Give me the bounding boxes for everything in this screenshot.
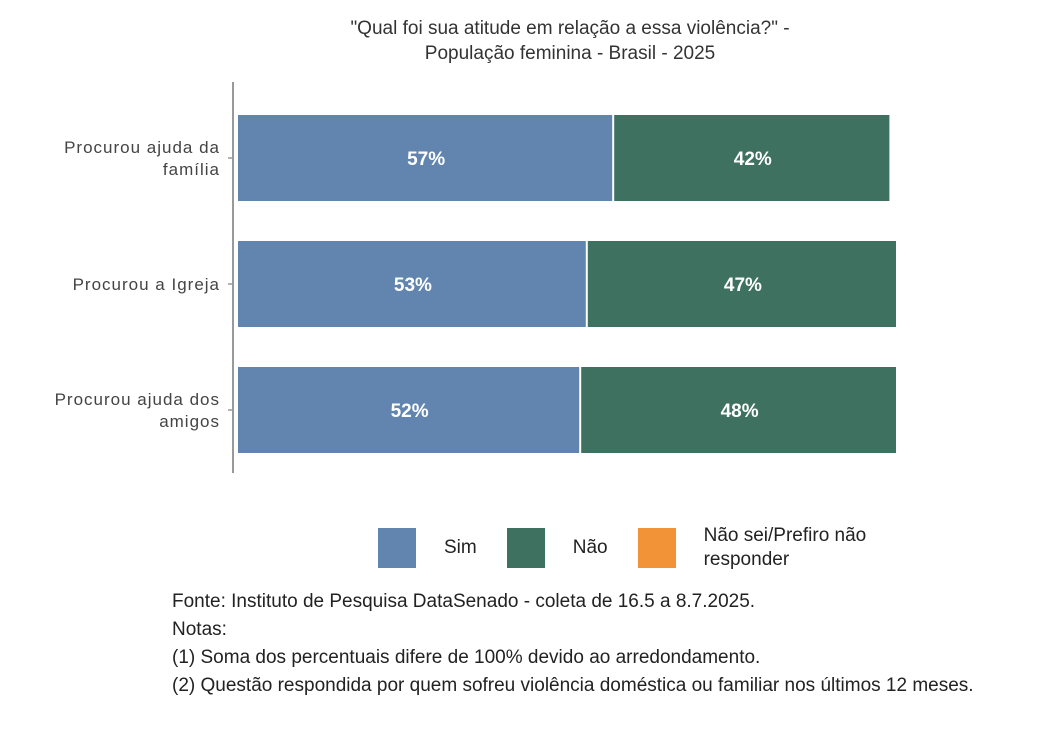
legend-label-nao: Não (572, 537, 608, 558)
source-notes: Fonte: Instituto de Pesquisa DataSenado … (172, 588, 992, 700)
data-label: 52% (391, 401, 429, 422)
data-label: 53% (394, 275, 432, 296)
source-text: Fonte: Instituto de Pesquisa DataSenado … (172, 591, 756, 612)
legend-swatch-sim (378, 528, 416, 568)
legend-label-nao-sei: Não sei/Prefiro não responder (703, 525, 867, 570)
category-label: Procurou a Igreja (73, 275, 220, 294)
data-label: 48% (721, 401, 759, 422)
legend-swatch-nao (506, 528, 545, 568)
legend-item-nao-sei: Não sei/Prefiro não responder (637, 524, 874, 572)
note-2: (2) Questão respondida por quem sofreu v… (172, 675, 974, 696)
data-label: 47% (724, 275, 762, 296)
notes-heading: Notas: (172, 619, 227, 640)
category-label: Procurou ajuda da (64, 138, 220, 157)
legend-item-sim: Sim (378, 528, 477, 568)
category-label: amigos (159, 412, 220, 431)
legend-label-sim: Sim (444, 537, 477, 558)
bar-segment (614, 115, 890, 201)
chart-title: "Qual foi sua atitude em relação a essa … (270, 16, 870, 66)
bar-segment (587, 241, 896, 327)
chart-title-line: "Qual foi sua atitude em relação a essa … (350, 18, 790, 39)
data-label: 42% (734, 149, 772, 170)
legend-item-nao: Não (506, 528, 608, 568)
bar-segment (238, 241, 586, 327)
category-label: Procurou ajuda dos (55, 390, 220, 409)
legend-swatch-nao-sei (637, 528, 676, 568)
chart-legend: Sim Não Não sei/Prefiro não responder (378, 518, 904, 578)
category-label: família (163, 160, 220, 179)
stacked-bar-chart: Procurou ajuda da família 57% 42% Procurou a… (55, 82, 896, 473)
note-1: (1) Soma dos percentuais difere de 100% … (172, 647, 761, 668)
bar-segment (581, 367, 896, 453)
bar-segment (238, 115, 613, 201)
chart-subtitle: População feminina - Brasil - 2025 (424, 43, 716, 64)
data-label: 57% (407, 149, 445, 170)
bar-segment (238, 367, 580, 453)
